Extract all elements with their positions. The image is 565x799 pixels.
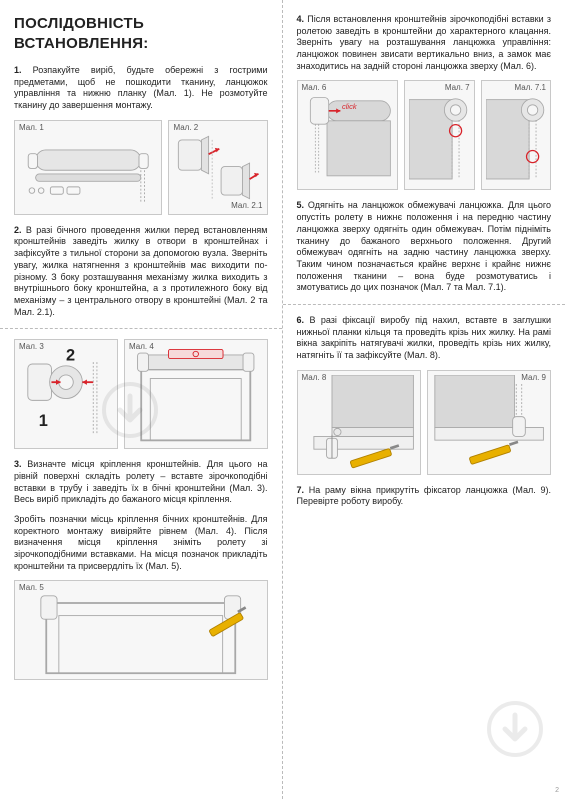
figure-7: Мал. 7 bbox=[404, 80, 474, 190]
figrow-6-7: Мал. 6 click Мал. 7 bbox=[297, 80, 552, 190]
fig21-caption: Мал. 2.1 bbox=[231, 201, 262, 211]
step-3b: Зробіть позначки місць кріплення бічних … bbox=[14, 514, 268, 572]
page-number: 2 bbox=[555, 786, 559, 795]
step-6: 6. В разі фіксації виробу під нахил, вст… bbox=[297, 315, 552, 362]
figure-6: Мал. 6 click bbox=[297, 80, 399, 190]
figrow-5: Мал. 5 bbox=[14, 580, 268, 680]
fig1-caption: Мал. 1 bbox=[19, 123, 44, 133]
step-3: 3. Визначте місця кріплення кронштейнів.… bbox=[14, 459, 268, 506]
fig4-caption: Мал. 4 bbox=[129, 342, 154, 352]
svg-text:2: 2 bbox=[66, 347, 75, 365]
svg-text:1: 1 bbox=[39, 412, 48, 430]
fig71-caption: Мал. 7.1 bbox=[515, 83, 546, 93]
figrow-8-9: Мал. 8 Мал. 9 bbox=[297, 370, 552, 475]
fig9-caption: Мал. 9 bbox=[521, 373, 546, 383]
fig5-caption: Мал. 5 bbox=[19, 583, 44, 593]
figure-1: Мал. 1 bbox=[14, 120, 162, 215]
step-7: 7. На раму вікна прикрутіть фіксатор лан… bbox=[297, 485, 552, 508]
svg-text:click: click bbox=[342, 103, 358, 112]
fig8-caption: Мал. 8 bbox=[302, 373, 327, 383]
figure-2: Мал. 2 Мал. 2.1 bbox=[168, 120, 267, 215]
figure-8: Мал. 8 bbox=[297, 370, 421, 475]
figure-5: Мал. 5 bbox=[14, 580, 268, 680]
fig7-caption: Мал. 7 bbox=[445, 83, 470, 93]
fig3-caption: Мал. 3 bbox=[19, 342, 44, 352]
page-title: ПОСЛІДОВНІСТЬ ВСТАНОВЛЕННЯ: bbox=[14, 14, 268, 53]
figure-71: Мал. 7.1 bbox=[481, 80, 551, 190]
step-2: 2. В разі бічного проведення жилки перед… bbox=[14, 225, 268, 319]
fig6-caption: Мал. 6 bbox=[302, 83, 327, 93]
watermark-icon bbox=[100, 380, 160, 440]
step-1: 1. Розпакуйте виріб, будьте обережні з г… bbox=[14, 65, 268, 112]
step-5: 5. Одягніть на ланцюжок обмежувачі ланцю… bbox=[297, 200, 552, 294]
figrow-1-2: Мал. 1 Мал. 2 Мал. 2.1 bbox=[14, 120, 268, 215]
fig2-caption: Мал. 2 bbox=[173, 123, 198, 133]
figure-9: Мал. 9 bbox=[427, 370, 551, 475]
watermark-icon-2 bbox=[485, 699, 545, 759]
step-4: 4. Після встановлення кронштейнів зірочк… bbox=[297, 14, 552, 72]
